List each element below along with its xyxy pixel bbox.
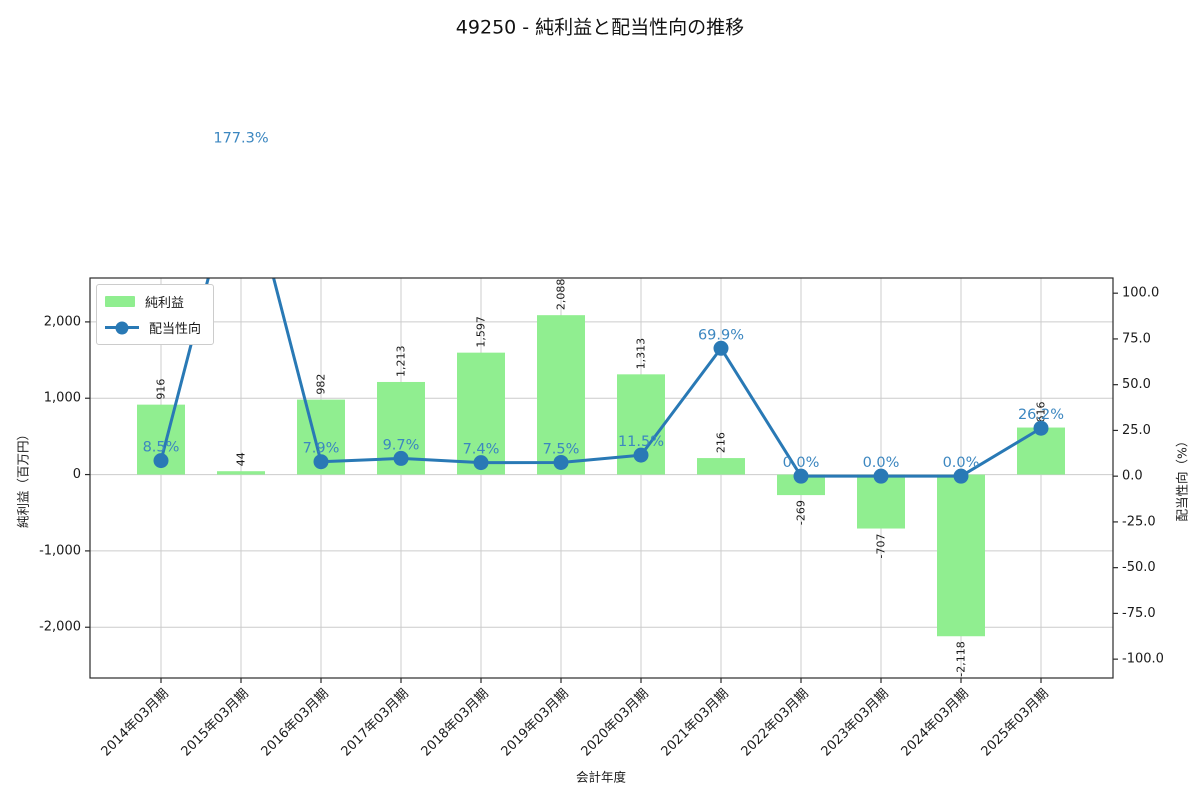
line-value-label: 9.7% (383, 437, 420, 453)
y-left-tick-label: 1,000 (44, 391, 81, 406)
bar-value-label: -707 (875, 534, 888, 559)
bar (457, 352, 505, 475)
y-right-tick-label: 0.0 (1122, 469, 1143, 484)
y-right-tick-label: -100.0 (1122, 652, 1164, 667)
line-marker (473, 455, 489, 471)
y-left-tick-label: -1,000 (39, 543, 81, 558)
line-value-label: 0.0% (943, 455, 980, 471)
line-value-label: 177.3% (213, 131, 268, 147)
line-marker (553, 454, 569, 470)
legend-label-payout-ratio: 配当性向 (149, 322, 202, 337)
line-marker-swatch-icon (105, 321, 139, 334)
line-markers (153, 340, 1049, 484)
line-value-label: 7.4% (463, 442, 500, 458)
line-value-label: 26.2% (1018, 407, 1064, 423)
x-tick-label: 2017年03月期 (339, 686, 412, 759)
line-marker (153, 453, 169, 469)
bar (777, 474, 825, 496)
x-axis-title: 会計年度 (575, 769, 627, 785)
y-axis-title-right: 配当性向（%） (1174, 434, 1190, 522)
bar-value-label: 1,213 (395, 345, 408, 377)
line-marker (633, 447, 649, 463)
bar (537, 315, 585, 475)
x-tick-label: 2022年03月期 (739, 686, 812, 759)
x-tick-label: 2016年03月期 (259, 686, 332, 759)
x-tick-label: 2025年03月期 (979, 686, 1052, 759)
bar-value-label: 1,597 (475, 316, 488, 348)
bar-value-label: -269 (795, 500, 808, 525)
y-left-tick-label: -2,000 (39, 620, 81, 635)
plot-border (89, 277, 1114, 679)
legend-item-payout-ratio: 配当性向 (105, 318, 201, 337)
line-value-label: 11.5% (618, 434, 664, 450)
line-value-label: 8.5% (143, 440, 180, 456)
y-right-tick-label: -75.0 (1122, 606, 1156, 621)
line-marker (1033, 420, 1049, 436)
legend: 純利益 配当性向 (96, 284, 215, 345)
bar-value-label: -2,118 (955, 641, 968, 676)
bar-value-labels: 916 44 982 1,213 1,597 2,088 1,313 216 -269 -707 -… (155, 279, 1048, 677)
y-right-tick-label: 100.0 (1122, 286, 1159, 301)
line-marker (713, 340, 729, 356)
line-value-label: 7.5% (543, 441, 580, 457)
bar-series (137, 315, 1065, 637)
axes: 2,000 1,000 0 -1,000 -2,000 100.0 75.0 50.0 25.0… (39, 286, 1164, 760)
x-tick-label: 2015年03月期 (179, 686, 252, 759)
x-tick-label: 2024年03月期 (899, 686, 972, 759)
y-left-tick-label: 0 (73, 467, 81, 482)
bar (937, 474, 985, 637)
legend-label-net-income: 純利益 (145, 296, 185, 311)
bar-value-label: 616 (1035, 402, 1048, 423)
line-value-label: 0.0% (863, 455, 900, 471)
y-right-tick-label: -50.0 (1122, 560, 1156, 575)
bar-value-label: 2,088 (555, 279, 568, 311)
payout-line (159, 278, 1042, 478)
bar-value-label: 1,313 (635, 338, 648, 370)
line-marker (313, 454, 329, 470)
bar (217, 471, 265, 475)
legend-item-net-income: 純利益 (105, 292, 201, 311)
line-marker (393, 450, 409, 466)
chart-title: 49250 - 純利益と配当性向の推移 (455, 16, 745, 39)
line-value-labels: 8.5% 177.3% 7.9% 9.7% 7.4% 7.5% 11.5% 69.9% 0.0%… (143, 131, 1064, 471)
x-tick-label: 2023年03月期 (819, 686, 892, 759)
y-left-tick-label: 2,000 (44, 314, 81, 329)
bar (697, 458, 745, 475)
x-tick-label: 2020年03月期 (579, 686, 652, 759)
line-marker (953, 468, 969, 484)
bar-value-label: 216 (715, 432, 728, 453)
bar-value-label: 982 (315, 374, 328, 395)
x-tick-label: 2021年03月期 (659, 686, 732, 759)
y-right-tick-label: 25.0 (1122, 423, 1151, 438)
bar-value-label: 44 (235, 452, 248, 466)
line-value-label: 7.9% (303, 441, 340, 457)
line-marker (793, 468, 809, 484)
line-value-label: 0.0% (783, 455, 820, 471)
bar-value-label: 916 (155, 379, 168, 400)
y-right-tick-label: -25.0 (1122, 514, 1156, 529)
line-marker (873, 468, 889, 484)
x-tick-label: 2014年03月期 (99, 686, 172, 759)
y-axis-title-left: 純利益（百万円） (15, 427, 31, 529)
y-right-tick-label: 50.0 (1122, 377, 1151, 392)
x-tick-label: 2019年03月期 (499, 686, 572, 759)
bar-swatch-icon (105, 296, 135, 307)
line-value-label: 69.9% (698, 327, 744, 343)
x-tick-label: 2018年03月期 (419, 686, 492, 759)
y-right-tick-label: 75.0 (1122, 331, 1151, 346)
